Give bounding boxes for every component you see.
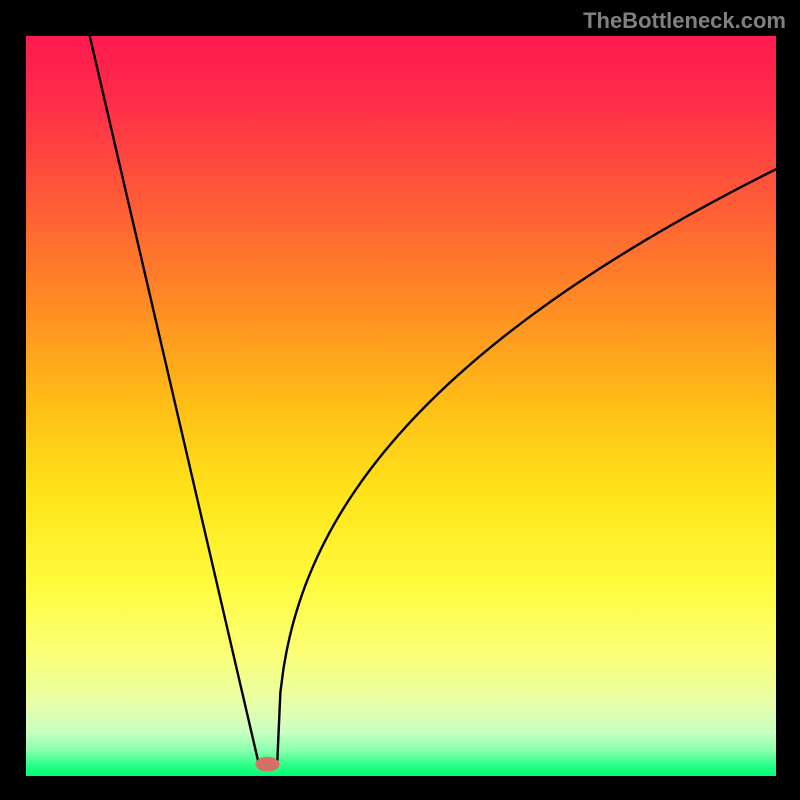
- bottleneck-marker: [256, 757, 280, 772]
- watermark-text: TheBottleneck.com: [583, 8, 786, 34]
- gradient-background: [26, 36, 776, 776]
- chart-stage: TheBottleneck.com: [0, 0, 800, 800]
- bottleneck-chart: [26, 36, 776, 776]
